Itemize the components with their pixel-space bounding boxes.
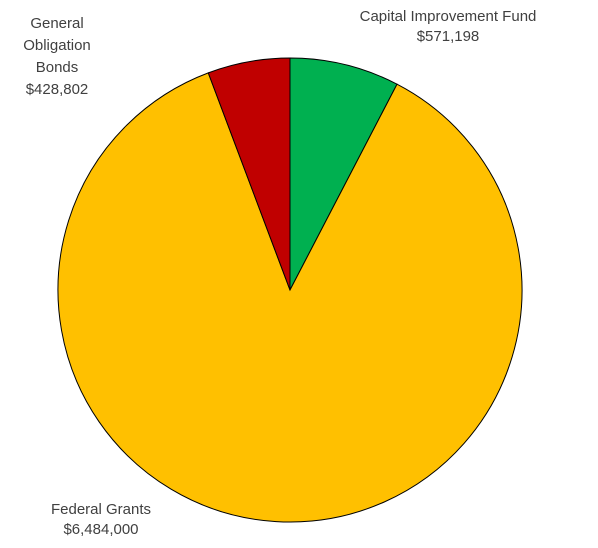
pie-slice-capital-improvement-fund bbox=[289, 57, 398, 291]
data-label-line: $571,198 bbox=[417, 28, 480, 45]
data-label-general-obligation-bonds: General Obligation Bonds $428,802 bbox=[23, 15, 91, 98]
data-label-line: General bbox=[30, 15, 83, 32]
data-label-line: Obligation bbox=[23, 37, 91, 54]
pie-slice-general-obligation-bonds bbox=[207, 57, 291, 291]
pie-slice-federal-grants bbox=[57, 72, 523, 523]
pie-slices bbox=[57, 57, 523, 523]
data-label-line: $428,802 bbox=[26, 81, 89, 98]
data-label-line: $6,484,000 bbox=[63, 521, 138, 538]
data-label-line: Federal Grants bbox=[51, 501, 151, 518]
data-label-line: Bonds bbox=[36, 59, 79, 76]
pie-labels: Capital Improvement Fund $571,198 Federal … bbox=[23, 8, 536, 538]
data-label-capital-improvement-fund: Capital Improvement Fund $571,198 bbox=[360, 8, 537, 45]
data-label-line: Capital Improvement Fund bbox=[360, 8, 537, 25]
data-label-federal-grants: Federal Grants $6,484,000 bbox=[51, 501, 151, 538]
